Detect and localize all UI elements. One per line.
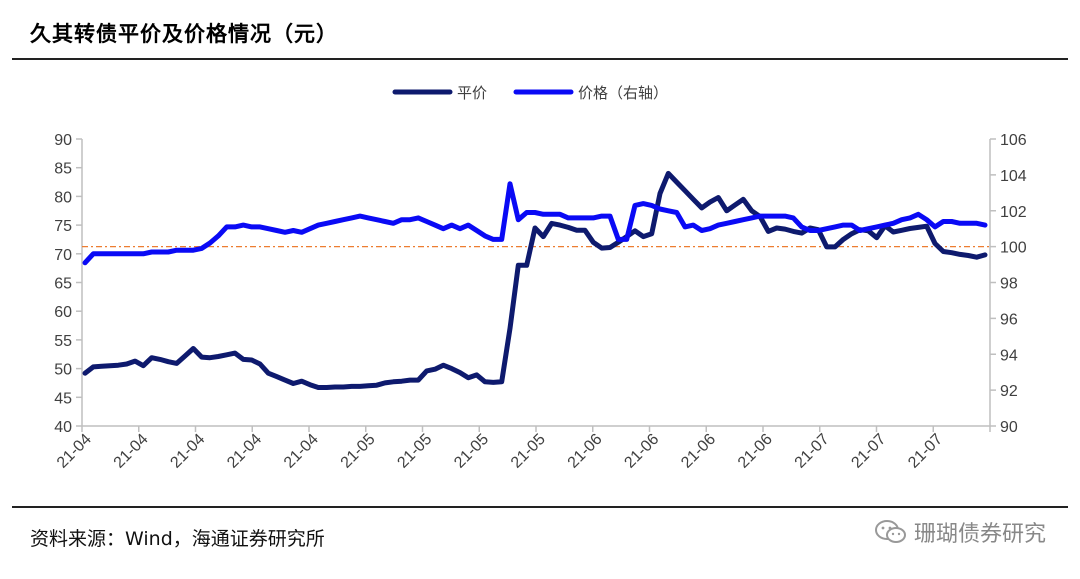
- x-tick-label: 21-04: [167, 431, 208, 472]
- series-line-parity: [82, 170, 988, 390]
- y-left-tick-label: 90: [54, 132, 72, 149]
- y-left-tick-label: 45: [54, 390, 72, 407]
- x-tick-label: 21-05: [338, 431, 379, 472]
- legend-label: 平价: [457, 84, 487, 102]
- wechat-icon: [874, 520, 906, 543]
- y-left-tick-label: 85: [54, 161, 72, 178]
- series-group: [82, 170, 988, 390]
- legend-label: 价格（右轴）: [578, 84, 668, 102]
- x-tick-label: 21-07: [905, 431, 946, 472]
- x-tick-label: 21-04: [111, 431, 152, 472]
- watermark-text: 珊瑚债券研究: [913, 522, 1046, 547]
- axes: 40 45 50 55 60 65 70 75 80 85 90 90 92 94 96 98 100 102 10…: [54, 132, 1027, 472]
- x-tick-label: 21-04: [54, 431, 95, 472]
- y-left-tick-label: 80: [54, 189, 72, 206]
- x-tick-label: 21-07: [792, 431, 833, 472]
- y-right-tick-label: 92: [1000, 383, 1018, 400]
- x-tick-label: 21-06: [621, 431, 662, 472]
- top-rule: [12, 58, 1068, 60]
- y-left-tick-label: 50: [54, 362, 72, 379]
- x-tick-label: 21-06: [565, 431, 606, 472]
- y-right-tick-label: 104: [1000, 168, 1027, 185]
- y-right-tick-label: 100: [1000, 240, 1027, 257]
- x-tick-label: 21-06: [735, 431, 776, 472]
- y-left-tick-label: 70: [54, 247, 72, 264]
- series-line-price: [82, 181, 988, 266]
- watermark: 珊瑚债券研究: [874, 516, 1046, 548]
- y-left-tick-label: 65: [54, 276, 72, 293]
- x-tick-label: 21-04: [281, 431, 322, 472]
- y-left-tick-label: 60: [54, 304, 72, 321]
- y-left-tick-label: 40: [54, 419, 72, 436]
- y-right-tick-label: 90: [1000, 419, 1018, 436]
- source-note: 资料来源：Wind，海通证券研究所: [30, 528, 325, 550]
- x-tick-label: 21-04: [224, 431, 265, 472]
- y-right-tick-label: 98: [1000, 276, 1018, 293]
- line-chart: 平价 价格（右轴） 40 45 50 55 60 65 70 75 80 85 90 90 92 94 96 9…: [54, 84, 1027, 472]
- x-tick-label: 21-07: [848, 431, 889, 472]
- x-tick-label: 21-05: [394, 431, 435, 472]
- y-left-tick-label: 75: [54, 218, 72, 235]
- y-left-tick-label: 55: [54, 333, 72, 350]
- bottom-rule: [12, 506, 1068, 508]
- chart-title: 久其转债平价及价格情况（元）: [30, 22, 338, 46]
- y-right-tick-label: 96: [1000, 311, 1018, 328]
- x-tick-label: 21-05: [508, 431, 549, 472]
- legend: 平价 价格（右轴）: [392, 84, 668, 102]
- x-tick-label: 21-06: [678, 431, 719, 472]
- x-tick-label: 21-05: [451, 431, 492, 472]
- y-right-tick-label: 94: [1000, 347, 1018, 364]
- y-right-tick-label: 102: [1000, 204, 1027, 221]
- y-right-tick-label: 106: [1000, 132, 1027, 149]
